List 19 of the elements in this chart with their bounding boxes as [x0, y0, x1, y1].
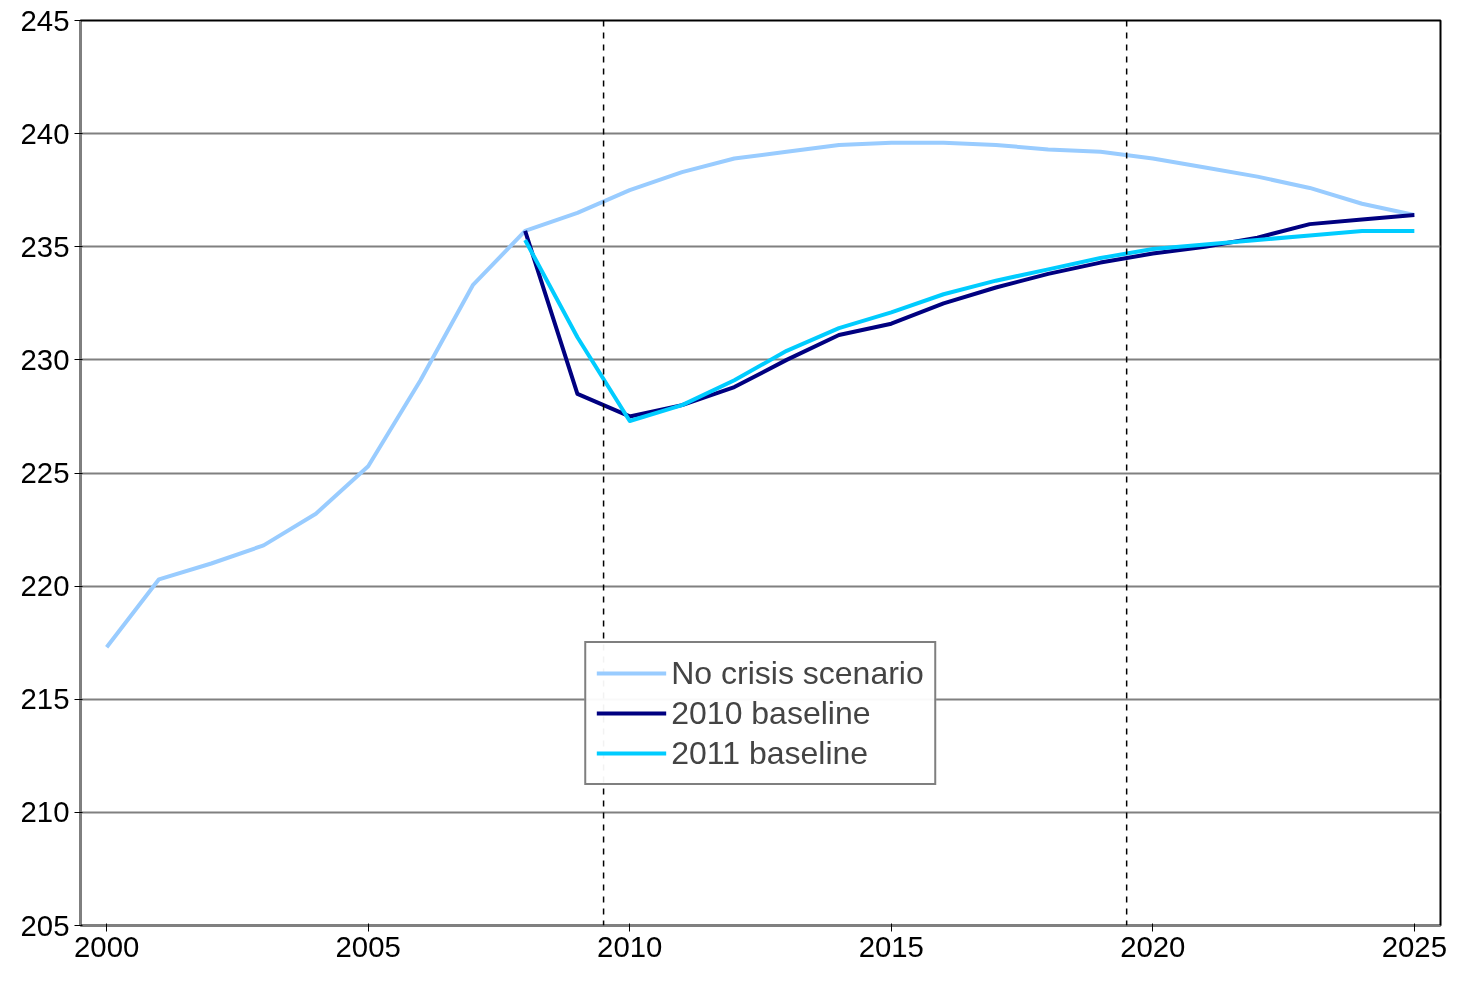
- x-tick-label: 2020: [1120, 929, 1186, 963]
- x-tick-label: 2005: [335, 929, 401, 963]
- y-tick-label: 230: [20, 342, 70, 376]
- x-tick-label: 2015: [858, 929, 924, 963]
- legend-label: 2011 baseline: [671, 733, 869, 773]
- legend-label: No crisis scenario: [671, 653, 924, 693]
- x-tick-label: 2000: [74, 929, 140, 963]
- y-tick-label: 235: [20, 229, 70, 263]
- legend-label: 2010 baseline: [671, 693, 871, 733]
- x-tick-label: 2025: [1381, 929, 1447, 963]
- y-tick-label: 240: [20, 116, 70, 150]
- y-tick-label: 220: [20, 569, 70, 603]
- y-tick-label: 215: [20, 682, 70, 716]
- y-tick-label: 205: [20, 908, 70, 942]
- y-tick-label: 210: [20, 795, 70, 829]
- x-tick-label: 2010: [597, 929, 663, 963]
- y-tick-label: 225: [20, 456, 70, 489]
- line-series: [104, 140, 1417, 650]
- y-tick-label: 245: [20, 3, 70, 37]
